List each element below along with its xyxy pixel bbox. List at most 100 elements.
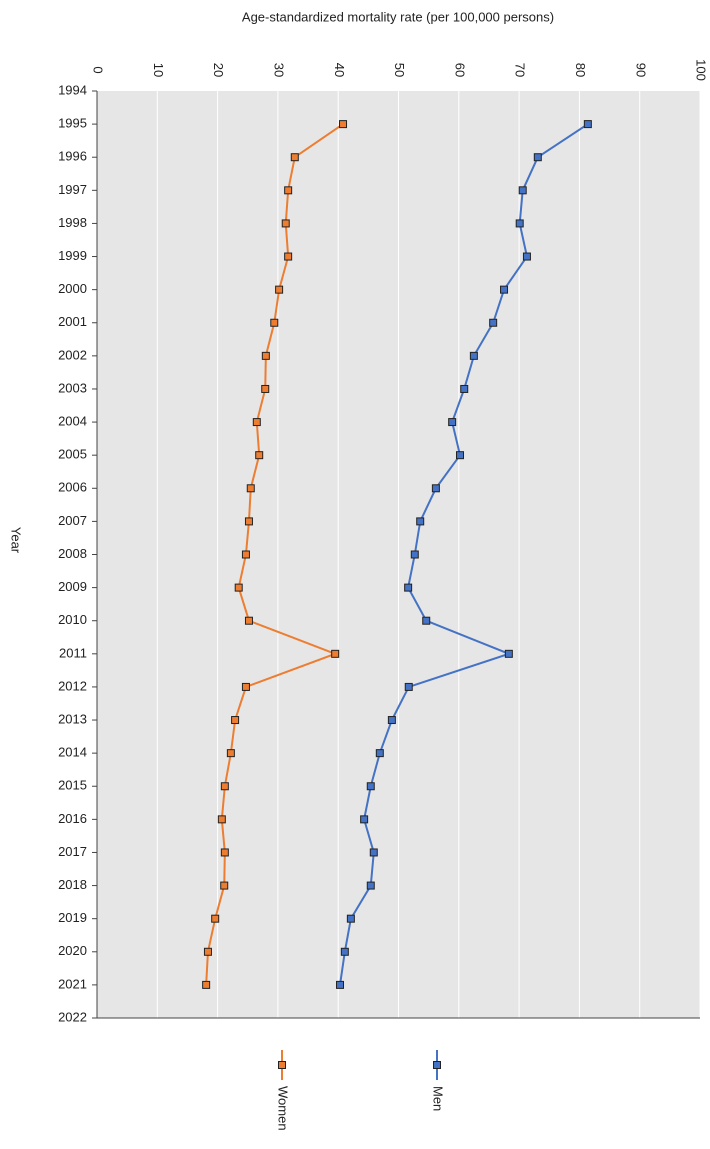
point-marker bbox=[431, 484, 440, 493]
point-marker bbox=[246, 484, 255, 493]
x-tick-label: 10 bbox=[151, 63, 166, 77]
point-marker bbox=[422, 616, 431, 625]
y-tick-label: 1994 bbox=[58, 82, 87, 97]
y-tick-label: 2004 bbox=[58, 414, 87, 429]
y-tick-label: 2015 bbox=[58, 778, 87, 793]
point-marker bbox=[241, 550, 250, 559]
x-tick-label: 70 bbox=[513, 63, 528, 77]
point-marker bbox=[290, 153, 299, 162]
point-marker bbox=[375, 749, 384, 758]
y-tick-label: 2013 bbox=[58, 711, 87, 726]
x-tick-label: 30 bbox=[271, 63, 286, 77]
point-marker bbox=[410, 550, 419, 559]
point-marker bbox=[489, 318, 498, 327]
point-marker bbox=[281, 219, 290, 228]
y-tick-label: 1997 bbox=[58, 182, 87, 197]
point-marker bbox=[275, 285, 284, 294]
point-marker bbox=[533, 153, 542, 162]
x-tick-label: 90 bbox=[633, 63, 648, 77]
point-marker bbox=[203, 947, 212, 956]
axis-title: Year bbox=[9, 527, 24, 554]
point-marker bbox=[336, 980, 345, 989]
y-tick-label: 2019 bbox=[58, 910, 87, 925]
y-tick-label: 2007 bbox=[58, 513, 87, 528]
point-marker bbox=[500, 285, 509, 294]
x-tick-label: 100 bbox=[694, 59, 709, 81]
point-marker bbox=[416, 517, 425, 526]
point-marker bbox=[284, 252, 293, 261]
point-marker bbox=[448, 418, 457, 427]
point-marker bbox=[369, 848, 378, 857]
y-tick-label: 1996 bbox=[58, 149, 87, 164]
y-tick-label: 2022 bbox=[58, 1009, 87, 1024]
point-marker bbox=[270, 318, 279, 327]
point-marker bbox=[522, 252, 531, 261]
point-marker bbox=[515, 219, 524, 228]
point-marker bbox=[220, 782, 229, 791]
point-marker bbox=[469, 351, 478, 360]
y-tick-label: 2020 bbox=[58, 943, 87, 958]
y-tick-label: 2017 bbox=[58, 844, 87, 859]
y-tick-label: 2000 bbox=[58, 281, 87, 296]
point-marker bbox=[220, 848, 229, 857]
point-marker bbox=[518, 186, 527, 195]
point-marker bbox=[211, 914, 220, 923]
x-tick-label: 50 bbox=[392, 63, 407, 77]
point-marker bbox=[244, 616, 253, 625]
chart-title: Age-standardized mortality rate (per 100… bbox=[242, 9, 554, 24]
point-marker bbox=[346, 914, 355, 923]
point-marker bbox=[202, 980, 211, 989]
y-tick-label: 2003 bbox=[58, 380, 87, 395]
point-marker bbox=[234, 583, 243, 592]
legend-label: Women bbox=[276, 1086, 291, 1131]
y-tick-label: 1998 bbox=[58, 215, 87, 230]
point-marker bbox=[217, 815, 226, 824]
point-marker bbox=[244, 517, 253, 526]
point-marker bbox=[284, 186, 293, 195]
y-tick-label: 2012 bbox=[58, 678, 87, 693]
point-marker bbox=[255, 451, 264, 460]
point-marker bbox=[339, 120, 348, 129]
y-tick-label: 2021 bbox=[58, 976, 87, 991]
point-marker bbox=[366, 782, 375, 791]
point-marker bbox=[331, 649, 340, 658]
point-marker bbox=[583, 120, 592, 129]
y-tick-label: 2008 bbox=[58, 546, 87, 561]
point-marker bbox=[460, 384, 469, 393]
legend-marker bbox=[278, 1061, 286, 1069]
point-marker bbox=[387, 716, 396, 725]
point-marker bbox=[360, 815, 369, 824]
y-tick-label: 2001 bbox=[58, 314, 87, 329]
y-tick-label: 2014 bbox=[58, 745, 87, 760]
point-marker bbox=[226, 749, 235, 758]
point-marker bbox=[504, 649, 513, 658]
y-tick-label: 2010 bbox=[58, 612, 87, 627]
y-tick-label: 2009 bbox=[58, 579, 87, 594]
point-marker bbox=[366, 881, 375, 890]
point-marker bbox=[252, 418, 261, 427]
legend-marker bbox=[433, 1061, 441, 1069]
point-marker bbox=[340, 947, 349, 956]
y-tick-label: 2018 bbox=[58, 877, 87, 892]
x-tick-label: 0 bbox=[91, 66, 106, 73]
y-tick-label: 2002 bbox=[58, 347, 87, 362]
x-tick-label: 40 bbox=[332, 63, 347, 77]
y-tick-label: 1999 bbox=[58, 248, 87, 263]
y-tick-label: 2016 bbox=[58, 811, 87, 826]
point-marker bbox=[261, 384, 270, 393]
x-tick-label: 80 bbox=[573, 63, 588, 77]
y-tick-label: 2006 bbox=[58, 480, 87, 495]
x-tick-label: 60 bbox=[452, 63, 467, 77]
point-marker bbox=[404, 682, 413, 691]
point-marker bbox=[261, 351, 270, 360]
y-tick-label: 1995 bbox=[58, 116, 87, 131]
y-tick-label: 2011 bbox=[59, 645, 87, 660]
point-marker bbox=[231, 716, 240, 725]
point-marker bbox=[404, 583, 413, 592]
x-tick-label: 20 bbox=[211, 63, 226, 77]
legend-label: Men bbox=[431, 1086, 446, 1111]
point-marker bbox=[241, 682, 250, 691]
point-marker bbox=[220, 881, 229, 890]
y-tick-label: 2005 bbox=[58, 447, 87, 462]
